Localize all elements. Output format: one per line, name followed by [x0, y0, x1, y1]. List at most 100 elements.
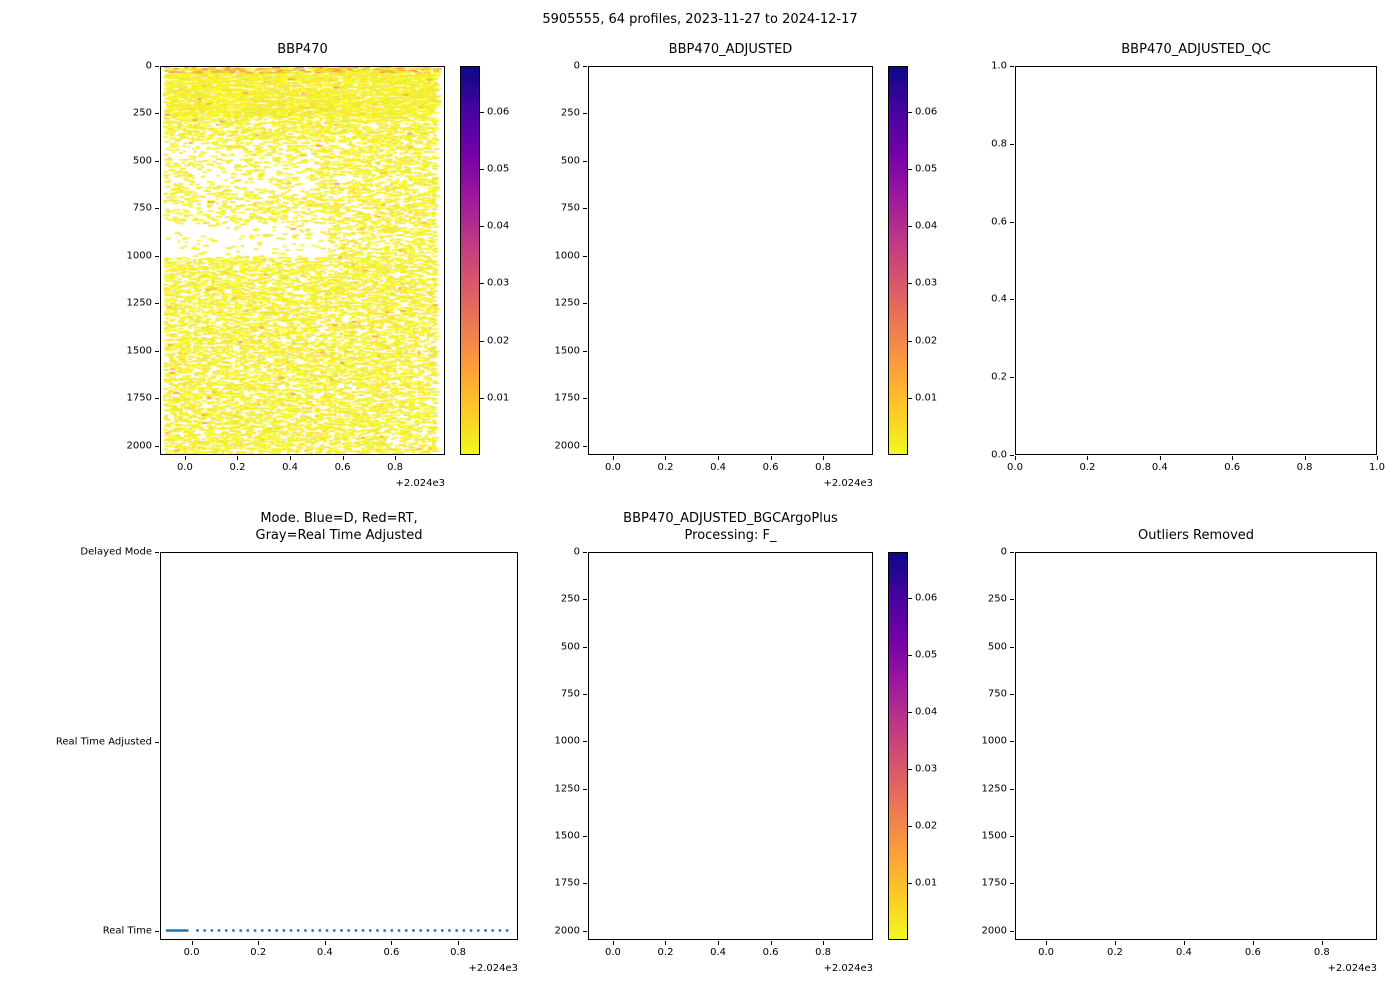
y-tick: [583, 693, 587, 695]
colorbar-tick-label: 0.03: [915, 277, 938, 289]
x-tick: [1232, 456, 1234, 460]
x-tick-label: 0.8: [1296, 462, 1313, 473]
colorbar-tick: [908, 825, 912, 827]
colorbar-tick-label: 0.01: [915, 877, 938, 889]
y-tick-label: 1500: [126, 345, 152, 357]
mode-dot: [368, 929, 372, 932]
mode-dot: [246, 929, 250, 932]
x-tick-label: 0.6: [762, 947, 779, 958]
y-tick-label: 250: [560, 593, 580, 605]
mode-dot: [433, 929, 437, 932]
colorbar: [888, 552, 908, 940]
colorbar-tick-label: 0.01: [915, 392, 938, 404]
x-tick-label: 0.6: [1244, 947, 1261, 958]
subplot-title-bbp470-adjusted-qc: BBP470_ADJUSTED_QC: [1121, 42, 1271, 57]
colorbar-tick-label: 0.02: [915, 820, 938, 832]
y-tick: [583, 552, 587, 553]
mode-dot: [412, 929, 415, 932]
subplot-title-bbp470-adjusted: BBP470_ADJUSTED: [668, 42, 793, 57]
y-tick: [155, 398, 159, 400]
colorbar-tick: [480, 340, 484, 342]
y-tick: [583, 66, 587, 67]
x-tick: [184, 456, 186, 460]
mode-dot: [440, 929, 444, 932]
y-tick: [1010, 741, 1014, 743]
colorbar-tick: [908, 340, 912, 342]
y-tick: [583, 113, 587, 115]
x-tick-label: 0.0: [605, 462, 621, 473]
x-tick-label: 0.0: [1007, 462, 1023, 473]
y-tick-label: 0: [1000, 546, 1007, 558]
y-tick: [1010, 455, 1014, 456]
mode-dot: [505, 929, 509, 932]
y-tick-label: 1000: [554, 735, 580, 747]
y-tick: [583, 208, 587, 210]
axes-bbp470-adjusted-qc: [1015, 66, 1377, 455]
y-tick: [583, 303, 587, 305]
x-tick-label: 0.4: [710, 947, 726, 958]
x-tick: [718, 456, 720, 460]
y-tick: [583, 350, 587, 352]
x-tick: [191, 941, 193, 945]
colorbar-tick-label: 0.06: [487, 106, 510, 118]
y-tick-label: 750: [560, 202, 580, 214]
x-tick: [770, 456, 772, 460]
y-tick: [155, 303, 159, 305]
axes-bbp470: [160, 66, 445, 455]
x-tick-label: 0.8: [815, 947, 832, 958]
colorbar-tick-label: 0.04: [915, 220, 938, 232]
y-tick-label: 1250: [554, 783, 580, 795]
y-tick-label: 0: [573, 60, 580, 72]
y-tick-label: 1750: [554, 392, 580, 404]
colorbar-tick: [480, 226, 484, 228]
mode-dot: [354, 929, 358, 932]
subplot-title-bgcargoplus: BBP470_ADJUSTED_BGCArgoPlus Processing: …: [623, 511, 838, 543]
mode-dot: [224, 929, 228, 932]
y-tick: [583, 788, 587, 790]
y-tick-label: 0.0: [991, 449, 1007, 461]
mode-dot: [275, 929, 279, 932]
colorbar-tick-label: 0.03: [915, 763, 938, 775]
x-tick: [665, 456, 667, 460]
y-tick: [583, 741, 587, 743]
x-tick: [718, 941, 720, 945]
mode-dot: [296, 929, 300, 932]
x-tick: [612, 941, 614, 945]
x-tick: [458, 941, 460, 945]
y-tick: [155, 113, 159, 115]
y-tick-label: 2000: [554, 925, 580, 937]
y-tick: [1010, 788, 1014, 790]
x-tick: [237, 456, 239, 460]
y-tick: [155, 255, 159, 257]
mode-dot: [476, 929, 480, 932]
mode-dot: [426, 929, 430, 932]
mode-dot: [325, 929, 329, 932]
x-tick: [1252, 941, 1254, 945]
y-tick: [583, 930, 587, 932]
colorbar-tick: [908, 111, 912, 113]
y-tick: [155, 741, 159, 743]
y-tick-label: 0.2: [991, 371, 1007, 383]
mode-dot: [462, 929, 466, 932]
axis-offset-text: +2.024e3: [395, 478, 445, 489]
y-tick: [1010, 646, 1014, 648]
x-tick: [665, 941, 667, 945]
figure-title: 5905555, 64 profiles, 2023-11-27 to 2024…: [542, 12, 858, 27]
mode-dot: [498, 929, 502, 932]
x-tick: [1046, 941, 1048, 945]
mode-dot: [282, 929, 286, 932]
x-tick-label: 0.2: [229, 462, 246, 473]
mode-dot: [332, 929, 336, 932]
x-tick: [395, 456, 397, 460]
y-tick: [155, 931, 159, 933]
y-tick: [583, 255, 587, 257]
y-tick-label: 750: [560, 688, 580, 700]
y-tick-label: 1500: [981, 830, 1007, 842]
mode-dot: [469, 929, 473, 932]
colorbar-tick: [480, 111, 484, 113]
axis-offset-text: +2.024e3: [1327, 963, 1377, 974]
y-tick: [1010, 552, 1014, 553]
colorbar-tick-label: 0.02: [487, 335, 510, 347]
y-tick: [1010, 299, 1014, 301]
y-tick: [583, 883, 587, 885]
